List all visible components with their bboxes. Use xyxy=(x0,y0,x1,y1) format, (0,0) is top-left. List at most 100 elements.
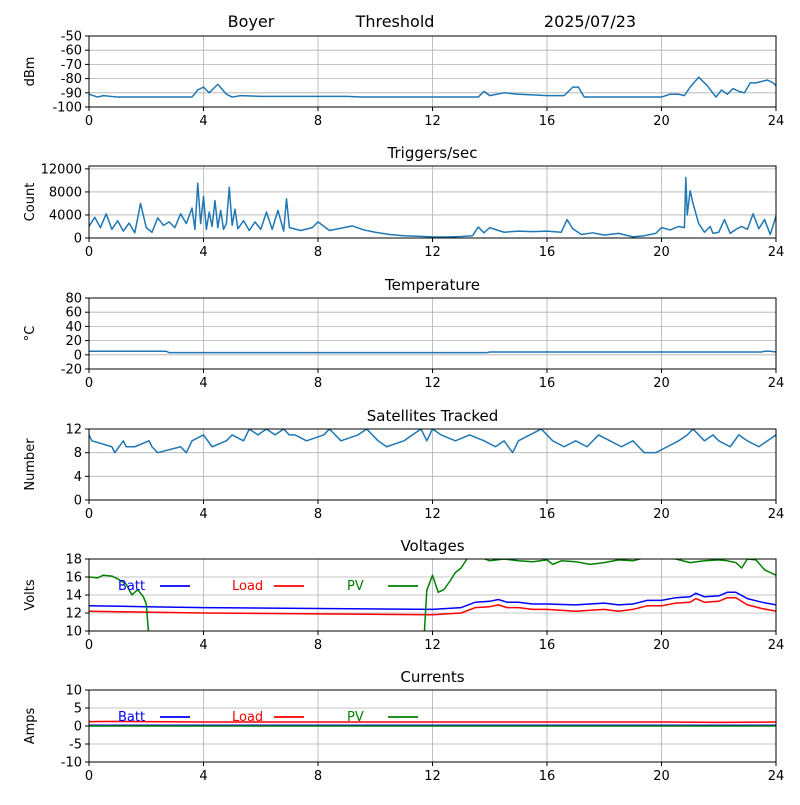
x-tick-label: 20 xyxy=(653,245,670,260)
legend-label-batt: Batt xyxy=(118,710,145,725)
x-tick-label: 20 xyxy=(653,769,670,784)
series-line-satellites xyxy=(89,429,776,454)
x-tick-label: 16 xyxy=(539,376,556,391)
y-tick-label: 10 xyxy=(65,625,82,640)
x-tick-label: 24 xyxy=(768,769,785,784)
x-tick-label: 16 xyxy=(539,769,556,784)
series-line-batt xyxy=(89,591,776,611)
y-tick-label: -10 xyxy=(61,756,82,771)
y-tick-label: -90 xyxy=(61,86,82,101)
x-tick-label: 16 xyxy=(539,245,556,260)
y-tick-label: -60 xyxy=(61,44,82,59)
x-tick-label: 24 xyxy=(768,507,785,522)
x-tick-label: 24 xyxy=(768,114,785,129)
x-tick-label: 0 xyxy=(85,507,93,522)
y-tick-label: 0 xyxy=(74,720,82,735)
y-tick-label: 10 xyxy=(65,684,82,699)
x-tick-label: 24 xyxy=(768,376,785,391)
series-line-temperature xyxy=(89,350,776,354)
x-tick-label: 0 xyxy=(85,114,93,129)
x-tick-label: 0 xyxy=(85,245,93,260)
x-tick-label: 8 xyxy=(314,507,322,522)
series-line-load xyxy=(89,720,776,724)
x-tick-label: 20 xyxy=(653,114,670,129)
y-tick-label: -20 xyxy=(61,363,82,378)
y-tick-label: -80 xyxy=(61,72,82,87)
legend-label-load: Load xyxy=(232,710,263,725)
x-tick-label: 24 xyxy=(768,245,785,260)
legend-label-batt: Batt xyxy=(118,579,145,594)
chart-triggers: 0 4 8 12 16 20 24 0 4000 8000 12000 Triggers/sec Cou… xyxy=(23,144,784,260)
x-tick-label: 12 xyxy=(424,245,441,260)
y-tick-label: 8000 xyxy=(49,185,82,200)
x-tick-label: 8 xyxy=(314,114,322,129)
x-tick-label: 12 xyxy=(424,114,441,129)
y-axis-label: Volts xyxy=(23,579,38,611)
y-tick-label: 18 xyxy=(65,553,82,568)
chart-voltages: 0 4 8 12 16 20 24 10 12 14 16 18 Voltages Volts Batt Lo… xyxy=(23,537,784,653)
y-tick-label: 20 xyxy=(65,334,82,349)
y-tick-label: 12000 xyxy=(41,162,82,177)
x-tick-label: 0 xyxy=(85,769,93,784)
y-tick-label: 12 xyxy=(65,423,82,438)
series-line-load xyxy=(89,596,776,616)
x-tick-label: 12 xyxy=(424,769,441,784)
x-tick-label: 20 xyxy=(653,507,670,522)
y-tick-label: 80 xyxy=(65,292,82,307)
y-tick-label: -100 xyxy=(52,101,82,116)
header-date: 2025/07/23 xyxy=(544,12,636,31)
x-tick-label: 4 xyxy=(199,507,207,522)
y-tick-label: 4000 xyxy=(49,208,82,223)
y-tick-label: 0 xyxy=(74,232,82,247)
y-axis-label: Amps xyxy=(23,707,38,744)
y-tick-label: 0 xyxy=(74,348,82,363)
y-axis-label: dBm xyxy=(23,57,38,87)
x-tick-label: 8 xyxy=(314,245,322,260)
y-tick-label: 16 xyxy=(65,571,82,586)
y-tick-label: 0 xyxy=(74,494,82,509)
x-tick-label: 8 xyxy=(314,376,322,391)
chart-title: Voltages xyxy=(400,537,464,555)
header-mode: Threshold xyxy=(355,12,435,31)
chart-title: Temperature xyxy=(384,276,480,294)
x-tick-label: 20 xyxy=(653,376,670,391)
x-tick-label: 4 xyxy=(199,376,207,391)
x-tick-label: 4 xyxy=(199,638,207,653)
x-tick-label: 20 xyxy=(653,638,670,653)
y-tick-label: -50 xyxy=(61,30,82,45)
x-tick-label: 24 xyxy=(768,638,785,653)
header-station: Boyer xyxy=(228,12,275,31)
legend-label-load: Load xyxy=(232,579,263,594)
chart-signal: 0 4 8 12 16 20 24 -100-90-80-70-60-50 dBm xyxy=(23,30,784,130)
y-tick-label: 60 xyxy=(65,306,82,321)
x-tick-label: 8 xyxy=(314,769,322,784)
chart-currents: 0 4 8 12 16 20 24 -10 -5 0 5 10 Currents Amps Batt Load… xyxy=(23,668,784,784)
series-line-triggers xyxy=(89,176,776,238)
x-tick-label: 16 xyxy=(539,114,556,129)
legend-label-pv: PV xyxy=(347,710,364,725)
y-axis-label: °C xyxy=(23,326,38,342)
y-tick-label: 5 xyxy=(74,702,82,717)
chart-satellites: 0 4 8 12 16 20 24 0 4 8 12 Satellites Tracked Number xyxy=(23,407,784,522)
x-tick-label: 12 xyxy=(424,507,441,522)
y-tick-label: -5 xyxy=(69,738,82,753)
y-axis-label: Number xyxy=(23,438,38,491)
y-tick-label: 8 xyxy=(74,446,82,461)
y-tick-label: -70 xyxy=(61,58,82,73)
series-line-signal xyxy=(89,76,776,98)
x-tick-label: 0 xyxy=(85,376,93,391)
y-tick-label: 14 xyxy=(65,589,82,604)
x-tick-label: 4 xyxy=(199,114,207,129)
y-axis-label: Count xyxy=(23,183,38,222)
x-tick-label: 4 xyxy=(199,245,207,260)
series-line-pv xyxy=(89,559,776,631)
legend-label-pv: PV xyxy=(347,579,364,594)
x-tick-label: 16 xyxy=(539,638,556,653)
chart-title: Satellites Tracked xyxy=(367,407,498,425)
x-tick-label: 8 xyxy=(314,638,322,653)
chart-title: Currents xyxy=(400,668,464,686)
